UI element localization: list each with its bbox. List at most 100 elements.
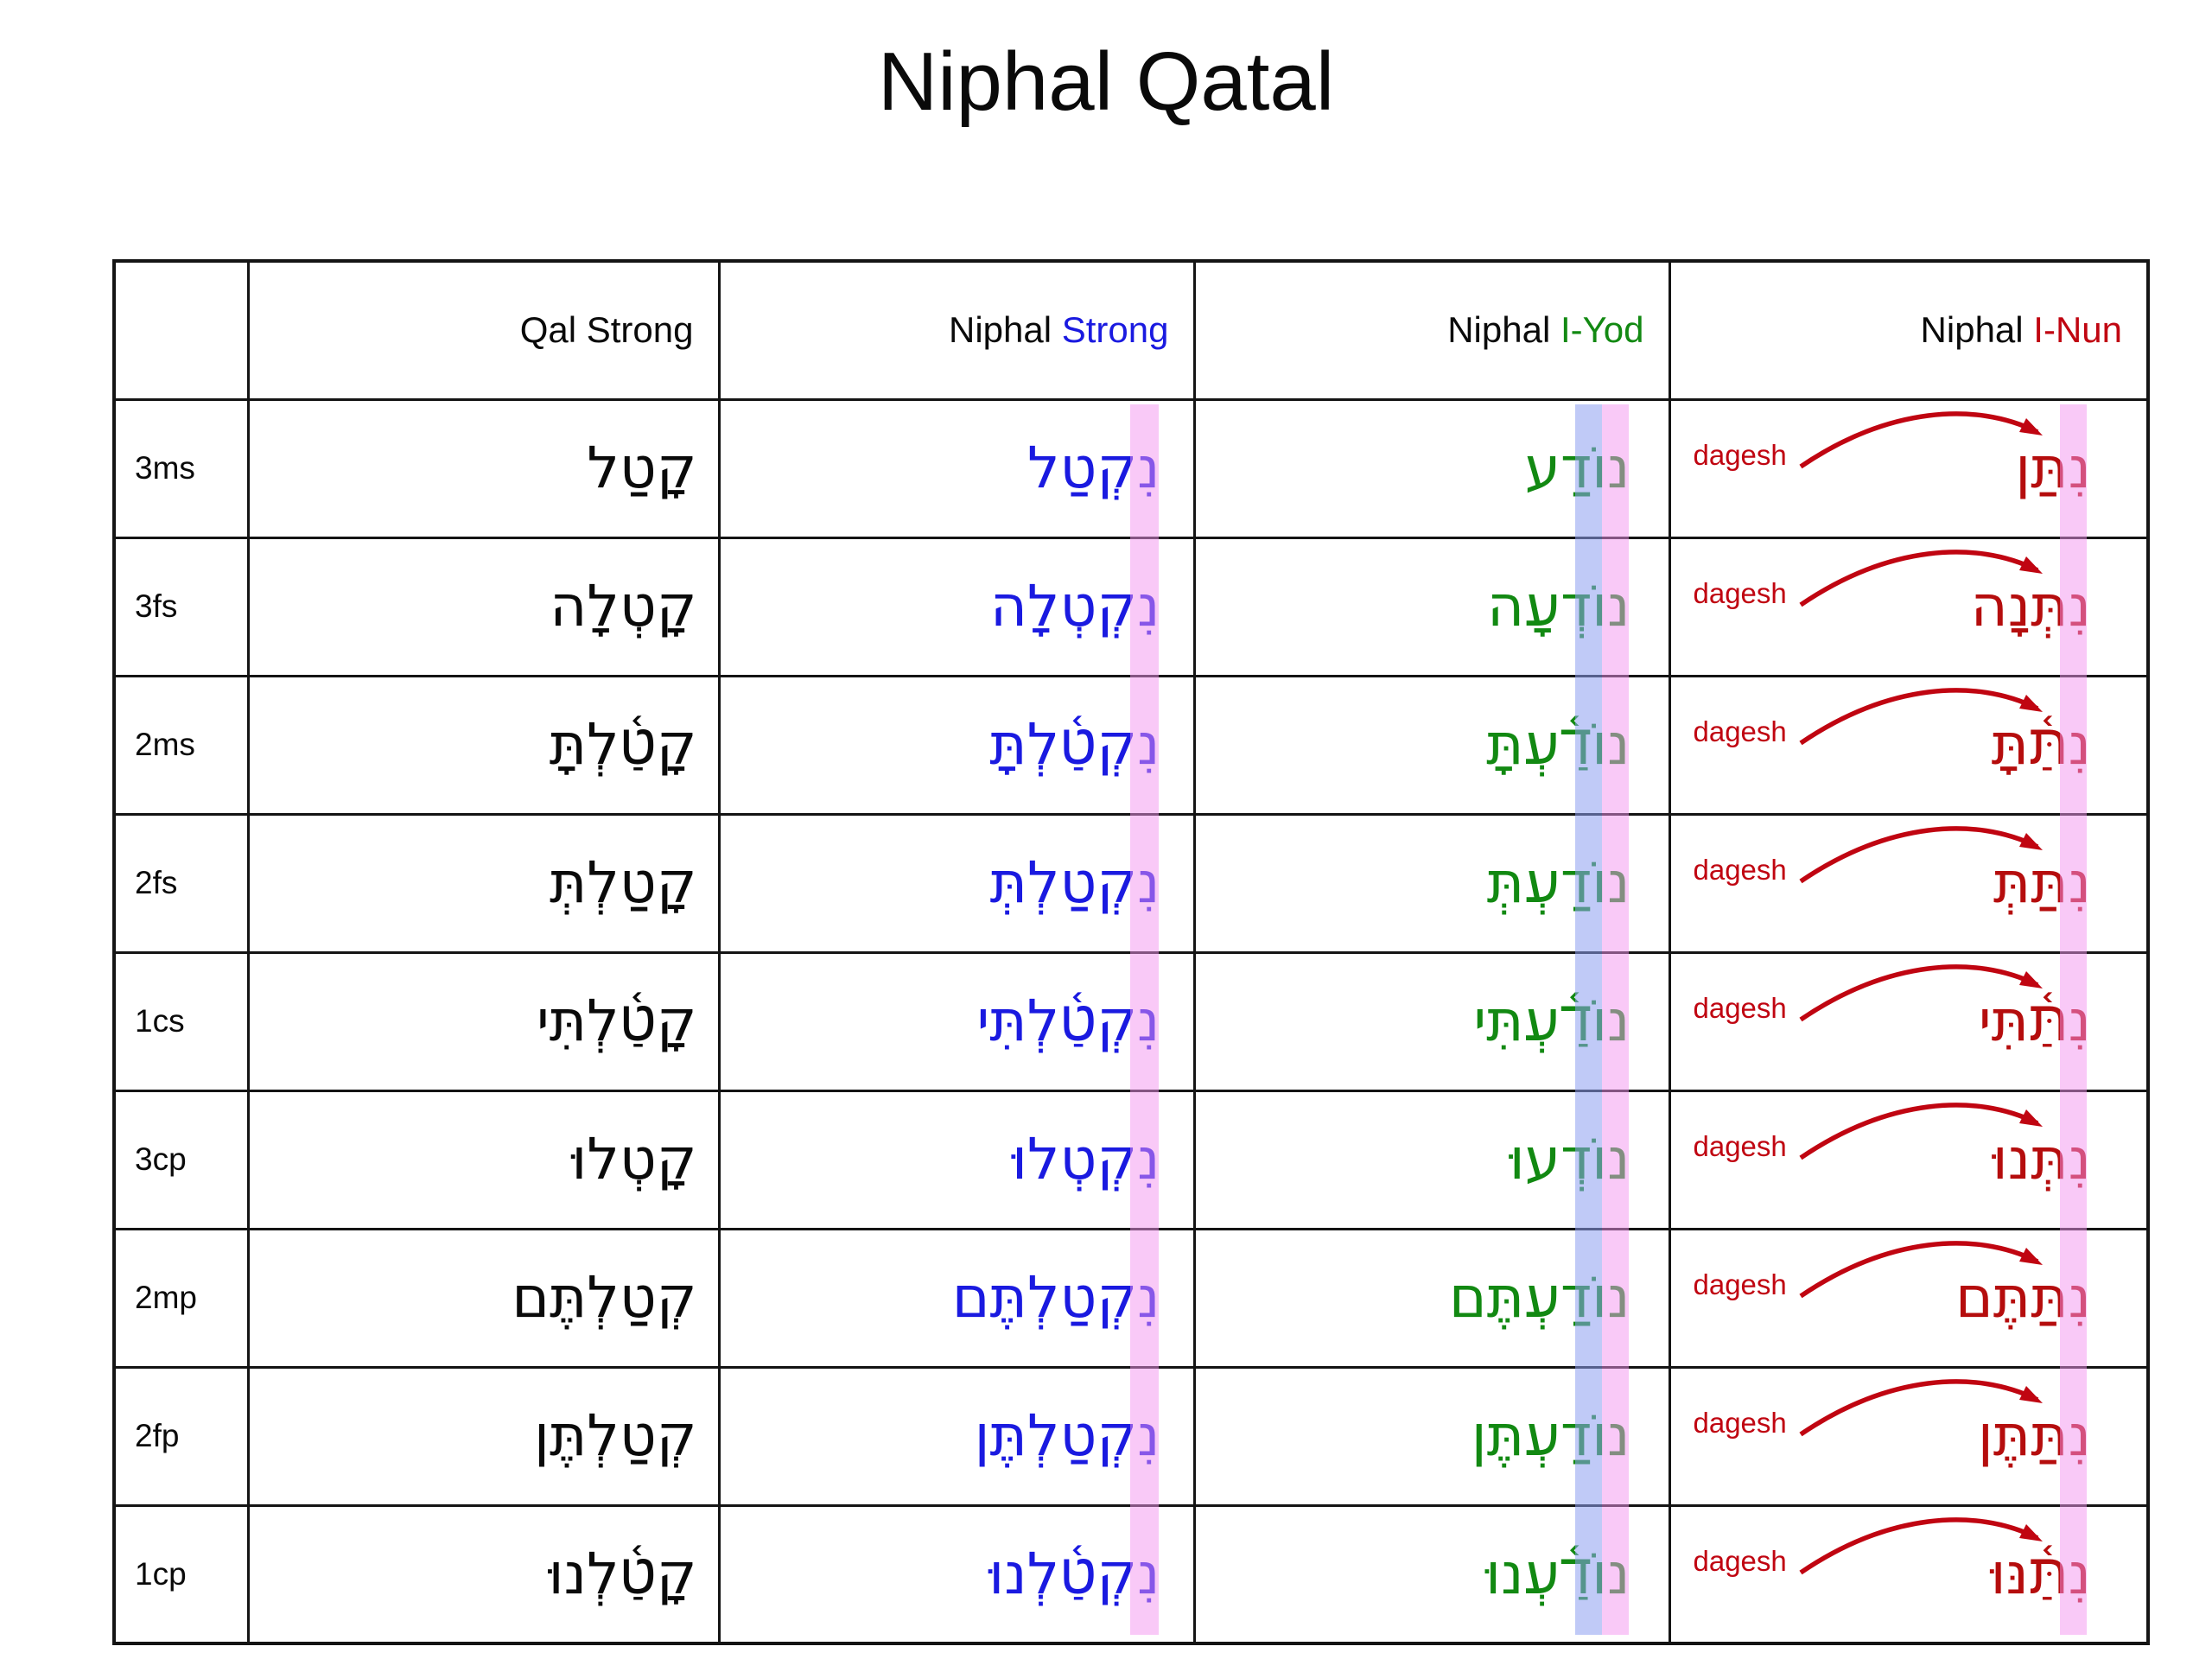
person-label: 3fs (112, 536, 250, 677)
dagesh-label: dagesh (1693, 715, 1787, 747)
hebrew-word: נִתְּנָה (1970, 573, 2091, 639)
niphal-strong-cell: נִקְטַ֫לְתִּי (717, 950, 1196, 1092)
niphal-inun-cell: dagesh נִתְּנָה (1668, 536, 2150, 677)
person-label: 2ms (112, 674, 250, 816)
table-row-3fs: 3fs קָטְלָה נִקְטְלָה נוֹדְעָה dagesh נִ… (112, 536, 2150, 677)
niphal-iyod-cell: נוֹדַע (1192, 397, 1671, 539)
hebrew-word: קָטַ֫לְנוּ (548, 1540, 697, 1607)
qal-strong-cell: קָטַלְתְּ (246, 812, 721, 954)
header-base: Qal (519, 309, 587, 351)
hebrew-word: קְטַלְתֶּן (534, 1402, 697, 1469)
hebrew-word: נִקְטְלוּ (1011, 1126, 1160, 1192)
hebrew-word: נִתַּתֶּן (1977, 1402, 2091, 1469)
hebrew-word: נוֹדַעְתֶּם (1448, 1264, 1630, 1331)
niphal-inun-cell: dagesh נִתַּ֫נּוּ (1668, 1503, 2150, 1645)
hebrew-word: נִקְטַלְתְּ (989, 849, 1160, 916)
table-row-2fs: 2fs קָטַלְתְּ נִקְטַלְתְּ נוֹדַעְתְּ dag… (112, 812, 2150, 954)
dagesh-label: dagesh (1693, 1406, 1787, 1439)
header-accent: Strong (586, 309, 694, 351)
hebrew-word: נִתַּתְּ (1993, 849, 2091, 916)
hebrew-word: נוֹדַ֫עְתָּ (1486, 711, 1630, 778)
hebrew-word: נִתַּ֫נּוּ (1990, 1540, 2091, 1607)
hebrew-word: נִקְטַלְתֶּם (951, 1264, 1160, 1331)
table-row-2fp: 2fp קְטַלְתֶּן נִקְטַלְתֶּן נוֹדַעְתֶּן … (112, 1365, 2150, 1507)
niphal-iyod-cell: נוֹדַ֫עְתִּי (1192, 950, 1671, 1092)
person-label: 2fp (112, 1365, 250, 1507)
hebrew-word: קָטְלוּ (571, 1126, 697, 1192)
niphal-iyod-cell: נוֹדַעְתְּ (1192, 812, 1671, 954)
header-accent: Strong (1061, 309, 1169, 351)
hebrew-word: נִתַּתֶּם (1955, 1264, 2091, 1331)
qal-strong-cell: קָטַ֫לְתִּי (246, 950, 721, 1092)
hebrew-word: קָטְלָה (550, 573, 697, 639)
col-header-qal-strong: Qal Strong (246, 259, 721, 401)
qal-strong-cell: קָטְלָה (246, 536, 721, 677)
header-accent: I-Yod (1560, 309, 1644, 351)
niphal-strong-cell: נִקְטַלְתֶּם (717, 1227, 1196, 1369)
table-row-1cp: 1cp קָטַ֫לְנוּ נִקְטַ֫לְנוּ נוֹדַ֫עְנוּ … (112, 1503, 2150, 1645)
hebrew-word: נוֹדַ֫עְתִּי (1473, 988, 1630, 1054)
dagesh-label: dagesh (1693, 991, 1787, 1024)
qal-strong-cell: קָטַ֫לְתָּ (246, 674, 721, 816)
hebrew-word: נִתַּ֫תָּ (1991, 711, 2091, 778)
hebrew-word: נִתַּן (2015, 435, 2091, 501)
table-row-3ms: 3ms קָטַל נִקְטַל נוֹדַע dagesh נִתַּן (112, 397, 2150, 539)
niphal-inun-cell: dagesh נִתַּ֫תָּ (1668, 674, 2150, 816)
niphal-strong-cell: נִקְטְלָה (717, 536, 1196, 677)
hebrew-word: נוֹדְעוּ (1509, 1126, 1630, 1192)
hebrew-word: נִתְּנוּ (1992, 1126, 2091, 1192)
hebrew-word: נִקְטַלְתֶּן (974, 1402, 1160, 1469)
hebrew-word: נִקְטְלָה (989, 573, 1160, 639)
qal-strong-cell: קָטַל (246, 397, 721, 539)
paradigm-table: Qal Strong Niphal Strong Niphal I-Yod Ni… (112, 259, 2150, 1645)
header-base: Niphal (1447, 309, 1560, 351)
niphal-inun-cell: dagesh נִתַּתֶּם (1668, 1227, 2150, 1369)
hebrew-word: נִתַּ֫תִּי (1978, 988, 2091, 1054)
hebrew-word: קְטַלְתֶּם (512, 1264, 697, 1331)
dagesh-label: dagesh (1693, 576, 1787, 609)
niphal-strong-cell: נִקְטַ֫לְתָּ (717, 674, 1196, 816)
qal-strong-cell: קְטַלְתֶּם (246, 1227, 721, 1369)
hebrew-word: נִקְטַ֫לְתִּי (976, 988, 1160, 1054)
col-header-niphal-inun: Niphal I-Nun (1668, 259, 2150, 401)
qal-strong-cell: קָטְלוּ (246, 1089, 721, 1230)
header-row: Qal Strong Niphal Strong Niphal I-Yod Ni… (112, 259, 2150, 401)
person-label: 2fs (112, 812, 250, 954)
niphal-strong-cell: נִקְטַלְתֶּן (717, 1365, 1196, 1507)
table-row-2mp: 2mp קְטַלְתֶּם נִקְטַלְתֶּם נוֹדַעְתֶּם … (112, 1227, 2150, 1369)
header-base: Niphal (1920, 309, 2034, 351)
paradigm-table-wrap: Qal Strong Niphal Strong Niphal I-Yod Ni… (112, 259, 2150, 1645)
niphal-iyod-cell: נוֹדַעְתֶּם (1192, 1227, 1671, 1369)
hebrew-word: נוֹדְעָה (1486, 573, 1630, 639)
hebrew-word: נוֹדַ֫עְנוּ (1485, 1540, 1630, 1607)
niphal-iyod-cell: נוֹדְעָה (1192, 536, 1671, 677)
niphal-iyod-cell: נוֹדַ֫עְנוּ (1192, 1503, 1671, 1645)
person-label: 1cs (112, 950, 250, 1092)
col-header-niphal-strong: Niphal Strong (717, 259, 1196, 401)
page-title: Niphal Qatal (877, 35, 1335, 128)
table-row-3cp: 3cp קָטְלוּ נִקְטְלוּ נוֹדְעוּ dagesh נִ… (112, 1089, 2150, 1230)
hebrew-word: נוֹדַעְתֶּן (1471, 1402, 1630, 1469)
hebrew-word: נִקְטַ֫לְתָּ (989, 711, 1160, 778)
hebrew-word: קָטַל (587, 435, 697, 501)
dagesh-label: dagesh (1693, 438, 1787, 471)
person-label: 3ms (112, 397, 250, 539)
niphal-strong-cell: נִקְטַ֫לְנוּ (717, 1503, 1196, 1645)
niphal-iyod-cell: נוֹדְעוּ (1192, 1089, 1671, 1230)
person-label: 3cp (112, 1089, 250, 1230)
niphal-strong-cell: נִקְטַל (717, 397, 1196, 539)
niphal-inun-cell: dagesh נִתַּתֶּן (1668, 1365, 2150, 1507)
hebrew-word: נוֹדַעְתְּ (1486, 849, 1630, 916)
table-row-2ms: 2ms קָטַ֫לְתָּ נִקְטַ֫לְתָּ נוֹדַ֫עְתָּ … (112, 674, 2150, 816)
hebrew-word: קָטַלְתְּ (549, 849, 697, 916)
niphal-strong-cell: נִקְטַלְתְּ (717, 812, 1196, 954)
niphal-strong-cell: נִקְטְלוּ (717, 1089, 1196, 1230)
niphal-iyod-cell: נוֹדַ֫עְתָּ (1192, 674, 1671, 816)
dagesh-label: dagesh (1693, 1129, 1787, 1162)
corner-cell (112, 259, 250, 401)
niphal-inun-cell: dagesh נִתַּ֫תִּי (1668, 950, 2150, 1092)
qal-strong-cell: קְטַלְתֶּן (246, 1365, 721, 1507)
qal-strong-cell: קָטַ֫לְנוּ (246, 1503, 721, 1645)
niphal-inun-cell: dagesh נִתְּנוּ (1668, 1089, 2150, 1230)
col-header-niphal-iyod: Niphal I-Yod (1192, 259, 1671, 401)
